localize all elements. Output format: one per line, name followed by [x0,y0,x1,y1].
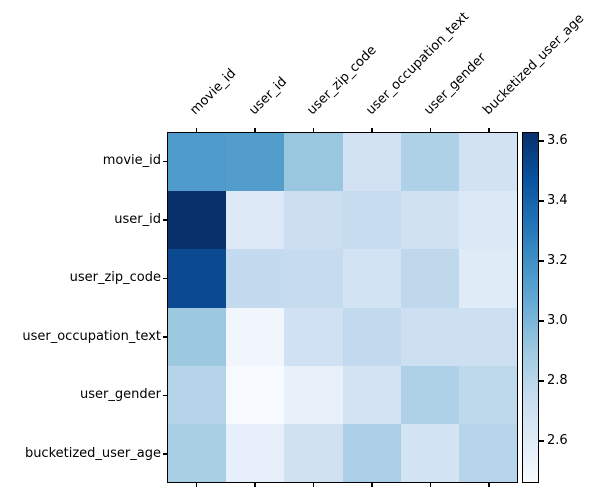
x-tick-top [312,128,314,132]
heatmap-cell [342,423,401,482]
heatmap-cell [400,307,459,366]
y-tick-left [163,336,167,338]
colorbar [522,132,539,483]
heatmap-cell [226,133,285,192]
colorbar-tick-label: 3.4 [547,193,568,208]
heatmap-cell [400,249,459,308]
heatmap-cell [226,307,285,366]
col-label: user_gender [421,50,490,118]
colorbar-tick-label: 3.6 [547,133,568,148]
heatmap-cell [168,133,227,192]
x-tick-bottom [254,483,256,487]
y-tick-left [163,219,167,221]
heatmap-cell [342,191,401,250]
col-label: user_occupation_text [363,9,472,119]
heatmap-cell [458,365,517,424]
colorbar-tick [539,140,544,142]
y-tick-left [163,394,167,396]
heatmap-cell [400,423,459,482]
y-tick-left [163,277,167,279]
heatmap-cell [168,191,227,250]
y-tick-left [163,160,167,162]
heatmap-cell [284,307,343,366]
heatmap-cell [168,423,227,482]
heatmap-cell [342,307,401,366]
colorbar-tick [539,440,544,442]
row-label: user_gender [80,387,161,403]
heatmap-cell [342,133,401,192]
col-label: user_id [246,74,290,118]
heatmap-cell [226,365,285,424]
heatmap-cell [168,307,227,366]
row-label: bucketized_user_age [24,445,161,461]
heatmap-cell [458,191,517,250]
col-label: bucketized_user_age [480,11,587,119]
heatmap-cell [168,249,227,308]
heatmap-cell [400,133,459,192]
heatmap-cell [226,423,285,482]
heatmap-cell [400,191,459,250]
heatmap-cell [284,423,343,482]
x-tick-top [488,128,490,132]
x-tick-top [429,128,431,132]
y-tick-left [163,453,167,455]
x-tick-bottom [371,483,373,487]
x-tick-bottom [488,483,490,487]
row-label: movie_id [102,153,161,169]
x-tick-bottom [312,483,314,487]
colorbar-tick [539,320,544,322]
colorbar-tick-label: 2.6 [547,433,568,448]
heatmap-cell [458,307,517,366]
heatmap-cell [284,133,343,192]
row-label: user_occupation_text [22,328,161,344]
heatmap-cell [342,365,401,424]
x-tick-top [371,128,373,132]
heatmap-cell [458,423,517,482]
x-tick-top [254,128,256,132]
heatmap-cell [458,133,517,192]
colorbar-tick-label: 3.2 [547,253,568,268]
x-tick-bottom [195,483,197,487]
colorbar-tick-label: 2.8 [547,373,568,388]
row-label: user_zip_code [69,270,161,286]
x-tick-top [195,128,197,132]
heatmap-cell [226,191,285,250]
heatmap-cell [400,365,459,424]
colorbar-tick [539,260,544,262]
heatmap-cell [226,249,285,308]
heatmap-axes [167,132,518,483]
heatmap-cell [458,249,517,308]
heatmap-cell [342,249,401,308]
colorbar-tick [539,380,544,382]
x-tick-bottom [429,483,431,487]
heatmap-cell [284,365,343,424]
heatmap-cell [284,249,343,308]
heatmap-cell [284,191,343,250]
col-label: movie_id [187,66,240,118]
colorbar-tick-label: 3.0 [547,313,568,328]
row-label: user_id [114,211,161,227]
heatmap-cell [168,365,227,424]
colorbar-tick [539,200,544,202]
